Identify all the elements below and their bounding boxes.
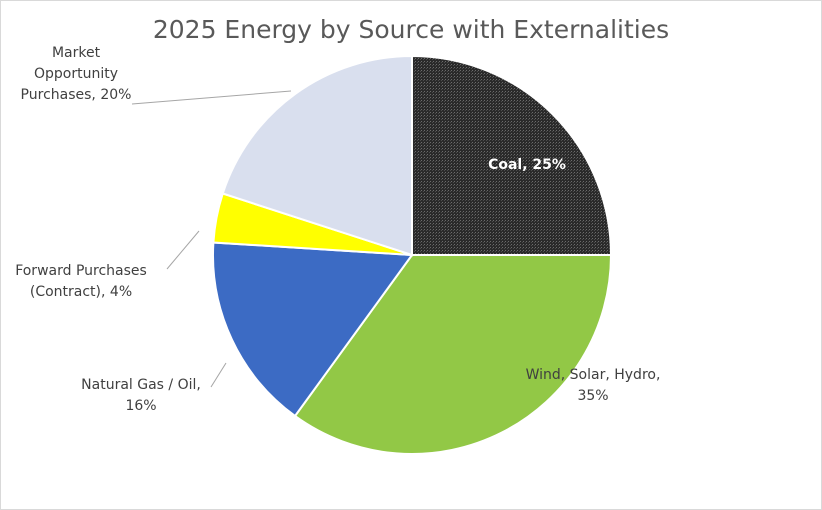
- pie-slice-natural-gas-oil: [212, 241, 414, 418]
- leader-line: [210, 362, 227, 388]
- leader-line: [166, 230, 200, 270]
- data-label-forward-purchases-contract: Forward Purchases (Contract), 4%: [15, 263, 147, 300]
- data-label-natural-gas-oil: Natural Gas / Oil, 16%: [81, 377, 201, 414]
- pie-slice-coal: [411, 54, 613, 256]
- pie-slice-market-opportunity-purchases: [221, 54, 413, 257]
- data-label-coal: Coal, 25%: [488, 157, 566, 173]
- data-label-wind-solar-hydro: Wind, Solar, Hydro, 35%: [526, 367, 661, 404]
- pie-slice-wind-solar-hydro: [293, 254, 613, 455]
- chart-title: 2025 Energy by Source with Externalities: [152, 15, 670, 44]
- leader-line: [131, 90, 292, 105]
- data-label-market-opportunity-purchases: Market Opportunity Purchases, 20%: [21, 45, 132, 103]
